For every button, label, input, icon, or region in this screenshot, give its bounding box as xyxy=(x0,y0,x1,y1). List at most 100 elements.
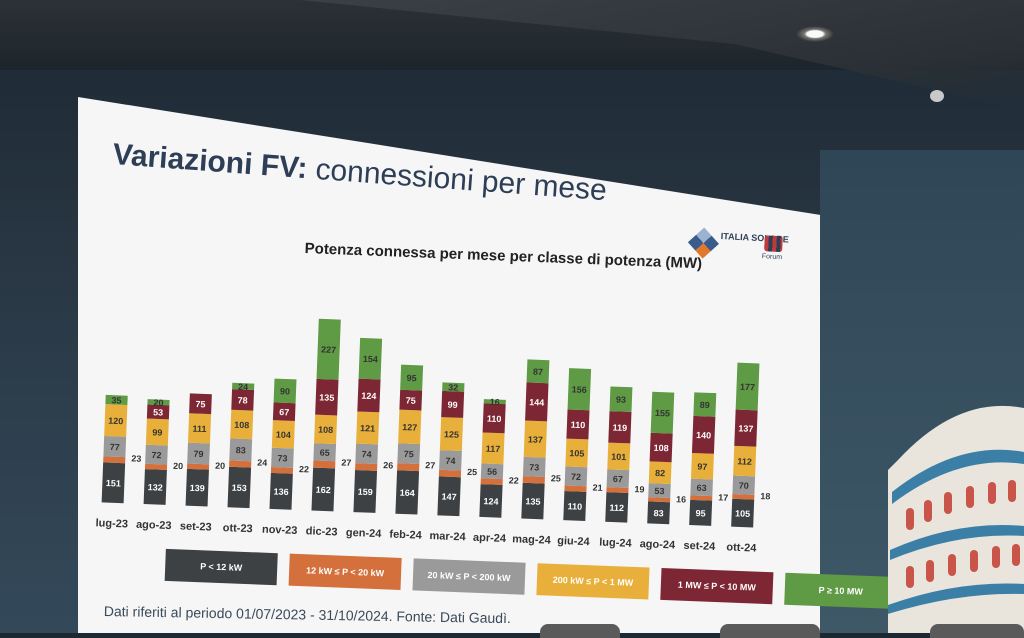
bar-segment xyxy=(271,420,295,449)
data-label: 177 xyxy=(740,382,755,393)
bar-segment xyxy=(609,386,633,412)
data-label: 72 xyxy=(151,450,161,460)
bar-segment xyxy=(648,483,671,499)
bar-segment xyxy=(605,492,629,523)
data-label: 24 xyxy=(238,382,248,392)
data-label: 73 xyxy=(529,462,539,472)
data-label: 124 xyxy=(361,391,376,402)
data-label: 93 xyxy=(616,394,626,404)
data-label: 20 xyxy=(173,461,183,471)
bar-segment xyxy=(315,378,339,416)
data-label: 153 xyxy=(232,483,247,494)
data-label: 227 xyxy=(321,344,336,355)
data-label: 105 xyxy=(735,508,750,519)
bar-segment xyxy=(438,469,462,478)
data-label: 24 xyxy=(257,457,267,467)
bar-segment xyxy=(270,467,294,474)
data-label: 27 xyxy=(341,458,351,468)
bar-segment xyxy=(144,463,168,470)
data-label: 155 xyxy=(655,408,670,419)
bar-segment xyxy=(229,460,252,468)
bar-segment xyxy=(567,368,592,411)
data-label: 105 xyxy=(569,448,584,459)
bar-segment xyxy=(357,378,381,413)
bar-segment xyxy=(355,443,379,464)
colosseum-illustration xyxy=(888,405,1024,633)
data-label: 17 xyxy=(718,492,728,502)
x-tick-label: feb-24 xyxy=(389,528,423,541)
bar-segment xyxy=(439,450,462,471)
bar-segment xyxy=(649,432,673,463)
bar-segment xyxy=(437,476,461,517)
bar-segment xyxy=(690,495,713,501)
data-label: 53 xyxy=(654,486,664,496)
bar-segment xyxy=(481,432,505,465)
bar-segment xyxy=(442,382,465,392)
bar-segment xyxy=(400,364,424,391)
data-label: 21 xyxy=(592,483,602,493)
bar-segment xyxy=(482,403,506,434)
data-label: 79 xyxy=(193,449,203,459)
x-tick-label: apr-24 xyxy=(473,532,507,545)
data-label: 53 xyxy=(153,407,163,417)
bar-segment xyxy=(523,420,548,458)
data-label: 136 xyxy=(273,486,288,497)
x-tick-label: dic-23 xyxy=(306,525,338,538)
bar-segment xyxy=(648,497,671,503)
bar-segment xyxy=(230,409,254,440)
data-label: 119 xyxy=(612,422,627,433)
data-label: 112 xyxy=(737,456,752,467)
x-tick-label: gen-24 xyxy=(346,527,383,540)
bar-segment xyxy=(689,499,713,526)
data-label: 144 xyxy=(529,397,544,408)
data-label: 65 xyxy=(319,448,329,458)
ceiling-light xyxy=(796,26,834,42)
bar-segment xyxy=(525,382,549,422)
data-label: 154 xyxy=(363,354,378,365)
data-label: 20 xyxy=(215,461,225,471)
bar-segment xyxy=(273,378,297,404)
bar-segment xyxy=(314,414,338,445)
data-label: 132 xyxy=(148,482,163,493)
data-label: 156 xyxy=(572,384,587,395)
audience-chair xyxy=(540,624,620,638)
bar-segment xyxy=(647,501,671,525)
bar-segment xyxy=(103,435,127,458)
data-label: 108 xyxy=(234,420,249,431)
bar-segment xyxy=(522,456,546,478)
data-label: 20 xyxy=(153,398,163,408)
bar-segment xyxy=(313,443,337,462)
data-label: 75 xyxy=(406,395,416,405)
data-label: 162 xyxy=(316,485,331,496)
bar-segment xyxy=(231,389,255,411)
bar-segment xyxy=(189,393,212,415)
bar-segment xyxy=(693,392,717,417)
data-label: 101 xyxy=(611,452,626,463)
data-label: 25 xyxy=(467,467,477,477)
bar-segment xyxy=(101,462,126,504)
bar-segment xyxy=(269,472,293,510)
bar-segment xyxy=(145,418,169,446)
x-tick-label: lug-23 xyxy=(95,517,128,530)
bar-segment xyxy=(271,447,294,468)
data-label: 87 xyxy=(533,367,543,377)
bar-segment xyxy=(187,442,210,465)
data-label: 151 xyxy=(106,478,121,489)
data-label: 127 xyxy=(402,422,417,433)
bar-segment xyxy=(272,402,296,421)
data-label: 112 xyxy=(609,503,624,514)
data-label: 110 xyxy=(570,420,585,431)
bar-segment xyxy=(483,399,506,405)
bar-segment xyxy=(439,417,464,452)
bar-segment xyxy=(104,404,128,437)
data-label: 135 xyxy=(525,496,540,507)
data-label: 16 xyxy=(676,494,686,504)
bar-segment xyxy=(105,394,128,406)
bar-segment xyxy=(526,359,550,384)
bar-segment xyxy=(353,469,378,513)
x-tick-label: mar-24 xyxy=(429,530,466,543)
bar-segment xyxy=(229,438,253,462)
x-tick-label: set-24 xyxy=(683,540,716,553)
bar-segment xyxy=(186,463,210,470)
data-label: 83 xyxy=(236,445,246,455)
